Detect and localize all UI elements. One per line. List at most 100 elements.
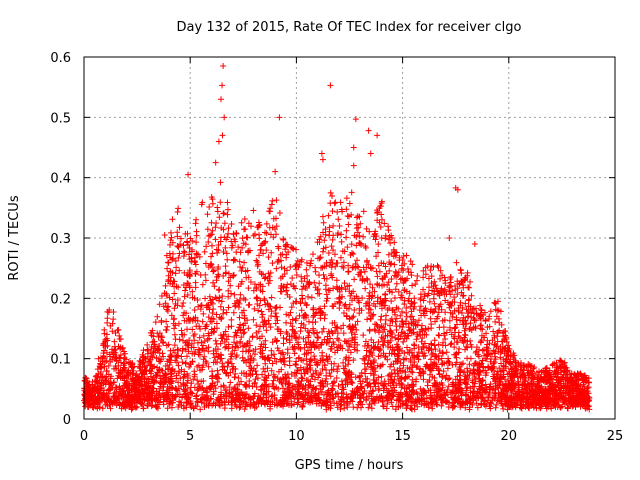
- data-point: [131, 388, 138, 395]
- data-point: [310, 393, 317, 400]
- data-point: [293, 272, 300, 279]
- data-point: [447, 274, 454, 281]
- data-point: [442, 375, 449, 382]
- data-point: [437, 267, 444, 274]
- data-point: [337, 199, 344, 206]
- data-point: [375, 380, 382, 387]
- data-point: [445, 355, 452, 362]
- data-point: [411, 295, 418, 302]
- data-point: [209, 227, 216, 234]
- data-point: [240, 226, 247, 233]
- data-point: [568, 370, 575, 377]
- data-point: [119, 344, 126, 351]
- data-point: [410, 390, 417, 397]
- data-point: [192, 270, 199, 277]
- data-point: [130, 380, 137, 387]
- data-point: [175, 347, 182, 354]
- data-point: [284, 281, 291, 288]
- data-point: [382, 290, 389, 297]
- data-point: [177, 375, 184, 382]
- data-point: [278, 257, 285, 264]
- data-point: [447, 291, 454, 298]
- data-point: [354, 387, 361, 394]
- data-point: [242, 382, 249, 389]
- data-point: [263, 381, 270, 388]
- data-point: [422, 271, 429, 278]
- data-point: [360, 355, 367, 362]
- data-point: [508, 377, 515, 384]
- data-point: [160, 353, 167, 360]
- data-point: [490, 328, 497, 335]
- data-point: [191, 307, 198, 314]
- data-point: [367, 316, 374, 323]
- data-point: [420, 307, 427, 314]
- data-point: [189, 326, 196, 333]
- data-point: [288, 244, 295, 251]
- data-point: [119, 393, 126, 400]
- data-point: [194, 399, 201, 406]
- data-point: [175, 254, 182, 261]
- data-point: [257, 297, 264, 304]
- data-point: [292, 330, 299, 337]
- data-point: [90, 388, 97, 395]
- data-point: [184, 326, 191, 333]
- data-point: [366, 327, 373, 334]
- data-point: [239, 354, 246, 361]
- data-point: [172, 270, 179, 277]
- data-point: [241, 216, 248, 223]
- data-point: [109, 356, 116, 363]
- data-point: [149, 353, 156, 360]
- data-point: [545, 376, 552, 383]
- data-point: [287, 280, 294, 287]
- data-point: [217, 199, 224, 206]
- data-point: [412, 378, 419, 385]
- data-point: [546, 367, 553, 374]
- data-point: [262, 344, 269, 351]
- data-point: [375, 353, 382, 360]
- data-point: [396, 365, 403, 372]
- data-point: [173, 264, 180, 271]
- data-point: [353, 257, 360, 264]
- data-point: [194, 363, 201, 370]
- data-point: [101, 330, 108, 337]
- data-point: [380, 338, 387, 345]
- data-point: [242, 348, 249, 355]
- data-point: [265, 388, 272, 395]
- data-point: [262, 337, 269, 344]
- data-point: [278, 379, 285, 386]
- data-point: [389, 387, 396, 394]
- data-point: [322, 226, 329, 233]
- data-point: [137, 392, 144, 399]
- data-point: [243, 373, 250, 380]
- data-point: [312, 319, 319, 326]
- data-point: [351, 336, 358, 343]
- data-point: [351, 276, 358, 283]
- data-point: [277, 288, 284, 295]
- data-point: [202, 295, 209, 302]
- data-point: [412, 281, 419, 288]
- data-point: [339, 263, 346, 270]
- data-point: [477, 302, 484, 309]
- data-point: [408, 405, 415, 412]
- data-point: [222, 344, 229, 351]
- data-point: [257, 349, 264, 356]
- data-point: [496, 365, 503, 372]
- data-point: [377, 203, 384, 210]
- data-point: [227, 274, 234, 281]
- data-point: [508, 386, 515, 393]
- data-point: [526, 372, 533, 379]
- data-point: [182, 360, 189, 367]
- data-point: [391, 272, 398, 279]
- data-point: [330, 379, 337, 386]
- data-point: [188, 389, 195, 396]
- data-point: [420, 267, 427, 274]
- data-point: [261, 229, 268, 236]
- data-point: [175, 284, 182, 291]
- data-point: [238, 334, 245, 341]
- data-point: [233, 403, 240, 410]
- data-point: [247, 372, 254, 379]
- data-point: [444, 365, 451, 372]
- data-point: [100, 353, 107, 360]
- data-point: [156, 301, 163, 308]
- data-point: [273, 231, 280, 238]
